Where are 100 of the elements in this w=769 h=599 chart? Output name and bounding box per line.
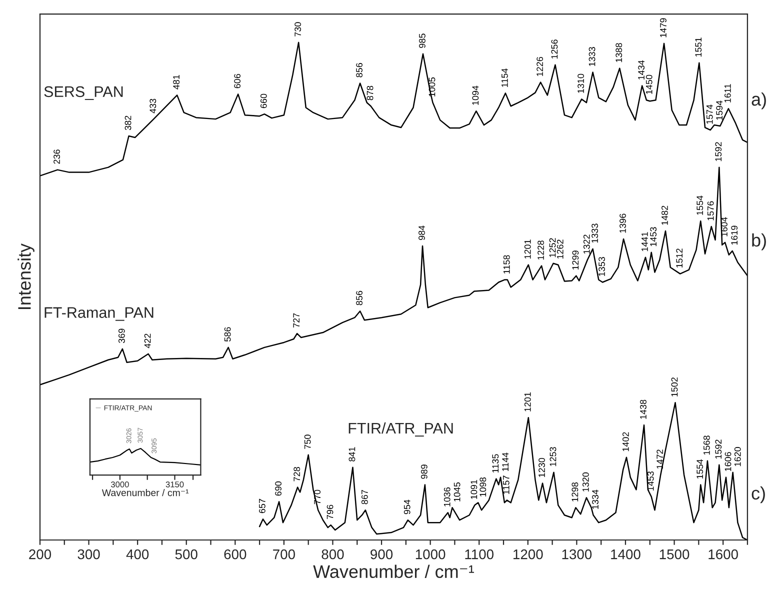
annotation: 1576 <box>707 201 714 220</box>
annotation: 1472 <box>656 450 663 469</box>
annotation: 841 <box>348 447 356 462</box>
annotation: 1512 <box>676 248 683 268</box>
annotation: 1098 <box>480 477 486 496</box>
annotation: 1434 <box>638 60 644 80</box>
annotation: 1201 <box>524 240 531 259</box>
x-axis-title: Wavenumber / cm⁻¹ <box>102 489 189 496</box>
annotation: 1201 <box>524 392 531 412</box>
annotation: 878 <box>366 86 374 100</box>
annotation: 657 <box>258 498 266 514</box>
x-tick-label: 400 <box>126 549 149 560</box>
annotation: 1228 <box>538 240 544 260</box>
annotation: 1299 <box>572 250 579 270</box>
annotation: 1322 <box>583 234 590 254</box>
x-tick-label: 3000 <box>110 481 129 488</box>
x-tick-label: 500 <box>175 549 198 560</box>
x-tick-label: 1600 <box>708 549 738 560</box>
annotation: 867 <box>361 490 368 504</box>
annotation: 1262 <box>556 240 564 259</box>
text: c) <box>752 486 765 504</box>
annotation: 586 <box>224 327 231 342</box>
annotation: 690 <box>275 481 282 496</box>
annotation: 422 <box>144 334 151 348</box>
annotation: 1620 <box>734 447 741 466</box>
annotation: 1592 <box>715 142 722 162</box>
x-tick-label: 200 <box>29 549 52 560</box>
annotation: 1333 <box>592 224 598 243</box>
x-tick-label: 1300 <box>562 549 592 560</box>
annotation: 1252 <box>549 238 556 258</box>
annotation: 481 <box>173 75 180 90</box>
annotation: 1396 <box>620 214 626 233</box>
annotation: 1144 <box>502 452 508 472</box>
x-tick-label: 600 <box>224 549 246 560</box>
annotation: 1611 <box>724 84 731 102</box>
annotation: 728 <box>294 467 300 482</box>
x-tick-label: 1500 <box>660 549 690 560</box>
annotation: 1045 <box>454 482 460 502</box>
x-tick-label: 1200 <box>514 549 543 560</box>
annotation: 1450 <box>646 74 652 94</box>
annotation: 1441 <box>642 232 648 252</box>
text: FT-Raman_PAN <box>44 307 154 321</box>
annotation: 1438 <box>640 400 646 419</box>
annotation: 856 <box>356 63 362 78</box>
annotation: 1298 <box>572 482 578 502</box>
annotation: 1253 <box>550 447 556 466</box>
x-tick-label: 900 <box>370 549 393 560</box>
annotation: 1594 <box>716 100 723 120</box>
annotation: 369 <box>118 328 125 344</box>
x-tick-label: 1100 <box>465 549 494 560</box>
annotation: 989 <box>420 464 428 479</box>
annotation: 1036 <box>444 487 450 506</box>
annotation: 985 <box>419 34 426 48</box>
annotation: 1226 <box>536 57 544 76</box>
annotation: 856 <box>356 290 362 306</box>
x-tick-label: 3150 <box>166 481 184 488</box>
annotation: 750 <box>304 434 311 449</box>
annotation: 796 <box>326 504 334 520</box>
x-tick-label: 800 <box>322 549 344 560</box>
x-tick-label: 700 <box>273 549 295 560</box>
x-axis-title: Wavenumber / cm⁻¹ <box>313 564 474 578</box>
annotation: 1320 <box>582 472 589 492</box>
annotation: 1574 <box>706 104 713 124</box>
annotation: 727 <box>293 313 300 328</box>
annotation: 433 <box>150 98 156 114</box>
annotation: 730 <box>294 22 302 36</box>
annotation: 1388 <box>616 43 622 62</box>
x-tick-label: 1400 <box>611 549 640 560</box>
annotation: 236 <box>54 150 60 164</box>
annotation: 1402 <box>622 432 629 452</box>
text: a) <box>752 92 766 110</box>
annotation: 1551 <box>695 38 702 57</box>
annotation: 1154 <box>502 68 508 87</box>
annotation: 1482 <box>662 206 668 225</box>
annotation: 1554 <box>696 459 704 479</box>
annotation: 1310 <box>578 74 584 93</box>
annotation: 1592 <box>715 440 722 459</box>
annotation: 1135 <box>492 454 499 473</box>
x-tick-label: 1000 <box>416 549 446 560</box>
annotation: 1479 <box>660 18 666 38</box>
annotation: 1619 <box>731 226 738 245</box>
annotation: 1091 <box>470 480 478 499</box>
y-axis-title: Intensity <box>18 243 34 309</box>
annotation: 1158 <box>503 255 510 274</box>
text: b) <box>752 233 766 250</box>
annotation: 1606 <box>724 452 732 472</box>
annotation: 1353 <box>598 257 605 276</box>
annotation: 1256 <box>551 40 558 59</box>
annotation: 1333 <box>588 47 596 66</box>
text: FTIR/ATR_PAN <box>348 422 453 437</box>
annotation: 382 <box>124 116 132 130</box>
annotation: 954 <box>404 500 410 514</box>
annotation: 1453 <box>650 227 657 246</box>
text: SERS_PAN <box>44 86 123 100</box>
x-tick-label: 300 <box>78 549 100 560</box>
annotation: 1094 <box>472 86 479 105</box>
annotation: 1334 <box>592 490 598 509</box>
annotation: 1502 <box>671 377 678 396</box>
annotation: 1157 <box>503 476 510 494</box>
annotation: 660 <box>260 94 267 108</box>
